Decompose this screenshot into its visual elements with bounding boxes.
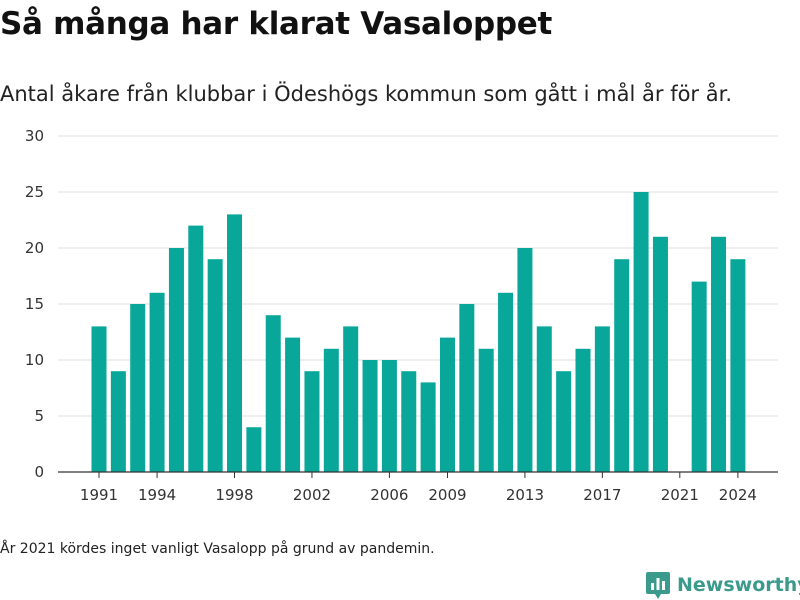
y-tick-label: 15	[25, 295, 44, 313]
x-tick-label: 1998	[215, 486, 253, 504]
x-tick-label: 2024	[719, 486, 757, 504]
bar-2000	[265, 315, 281, 472]
bar-2011	[478, 348, 494, 472]
y-tick-label: 5	[34, 407, 44, 425]
bar-1999	[246, 427, 262, 472]
bar-2003	[323, 348, 339, 472]
x-tick-label: 1991	[80, 486, 118, 504]
bar-chart: 0 5 10 15 20 25 30 1991 1994 1998 2002 2006 2009 201…	[25, 127, 778, 504]
bar-2020	[652, 236, 668, 472]
bar-2023	[711, 236, 727, 472]
bar-2012	[498, 292, 514, 472]
bar-2015	[556, 371, 572, 472]
bar-1998	[227, 214, 243, 472]
bar-1992	[110, 371, 126, 472]
y-axis-ticks: 0 5 10 15 20 25 30	[25, 127, 44, 481]
x-tick-label: 2009	[428, 486, 466, 504]
bar-1996	[188, 225, 204, 472]
bar-2004	[343, 326, 359, 472]
bar-2013	[517, 248, 533, 472]
bar-2002	[304, 371, 320, 472]
y-tick-label: 30	[25, 127, 44, 145]
x-tick-label: 2017	[583, 486, 621, 504]
bar-2016	[575, 348, 591, 472]
bar-1997	[207, 259, 223, 472]
bar-2014	[536, 326, 552, 472]
bar-2008	[420, 382, 436, 472]
grid-lines	[58, 135, 778, 417]
x-tick-label: 2013	[506, 486, 544, 504]
bar-1994	[149, 292, 165, 472]
bars	[91, 192, 746, 472]
x-tick-label: 1994	[138, 486, 176, 504]
footnote: År 2021 kördes inget vanligt Vasalopp på…	[0, 541, 435, 557]
bar-1995	[168, 248, 184, 472]
bar-chart-badge-icon	[646, 572, 670, 599]
chart-title: Så många har klarat Vasaloppet	[0, 6, 553, 42]
y-tick-label: 0	[34, 463, 44, 481]
bar-1993	[130, 304, 146, 472]
y-tick-label: 10	[25, 351, 44, 369]
bar-2005	[362, 360, 378, 472]
x-tick-label: 2002	[293, 486, 331, 504]
bar-2006	[381, 360, 397, 472]
bar-2024	[730, 259, 746, 472]
logo-text: Newsworthy	[677, 574, 800, 596]
chart-subtitle: Antal åkare från klubbar i Ödeshögs komm…	[0, 82, 732, 106]
bar-2010	[459, 304, 475, 472]
x-tick-label: 2021	[661, 486, 699, 504]
bar-2007	[401, 371, 417, 472]
newsworthy-logo: Newsworthy	[645, 570, 800, 600]
bar-2018	[614, 259, 630, 472]
y-tick-label: 25	[25, 183, 44, 201]
bar-2019	[633, 192, 649, 472]
bar-2009	[439, 337, 455, 472]
y-tick-label: 20	[25, 239, 44, 257]
bar-1991	[91, 326, 107, 472]
x-axis-ticks: 1991 1994 1998 2002 2006 2009 2013 2017 2021 2024	[80, 472, 757, 504]
x-tick-label: 2006	[370, 486, 408, 504]
bar-2017	[594, 326, 610, 472]
bar-2022	[691, 281, 707, 472]
bar-2001	[285, 337, 301, 472]
